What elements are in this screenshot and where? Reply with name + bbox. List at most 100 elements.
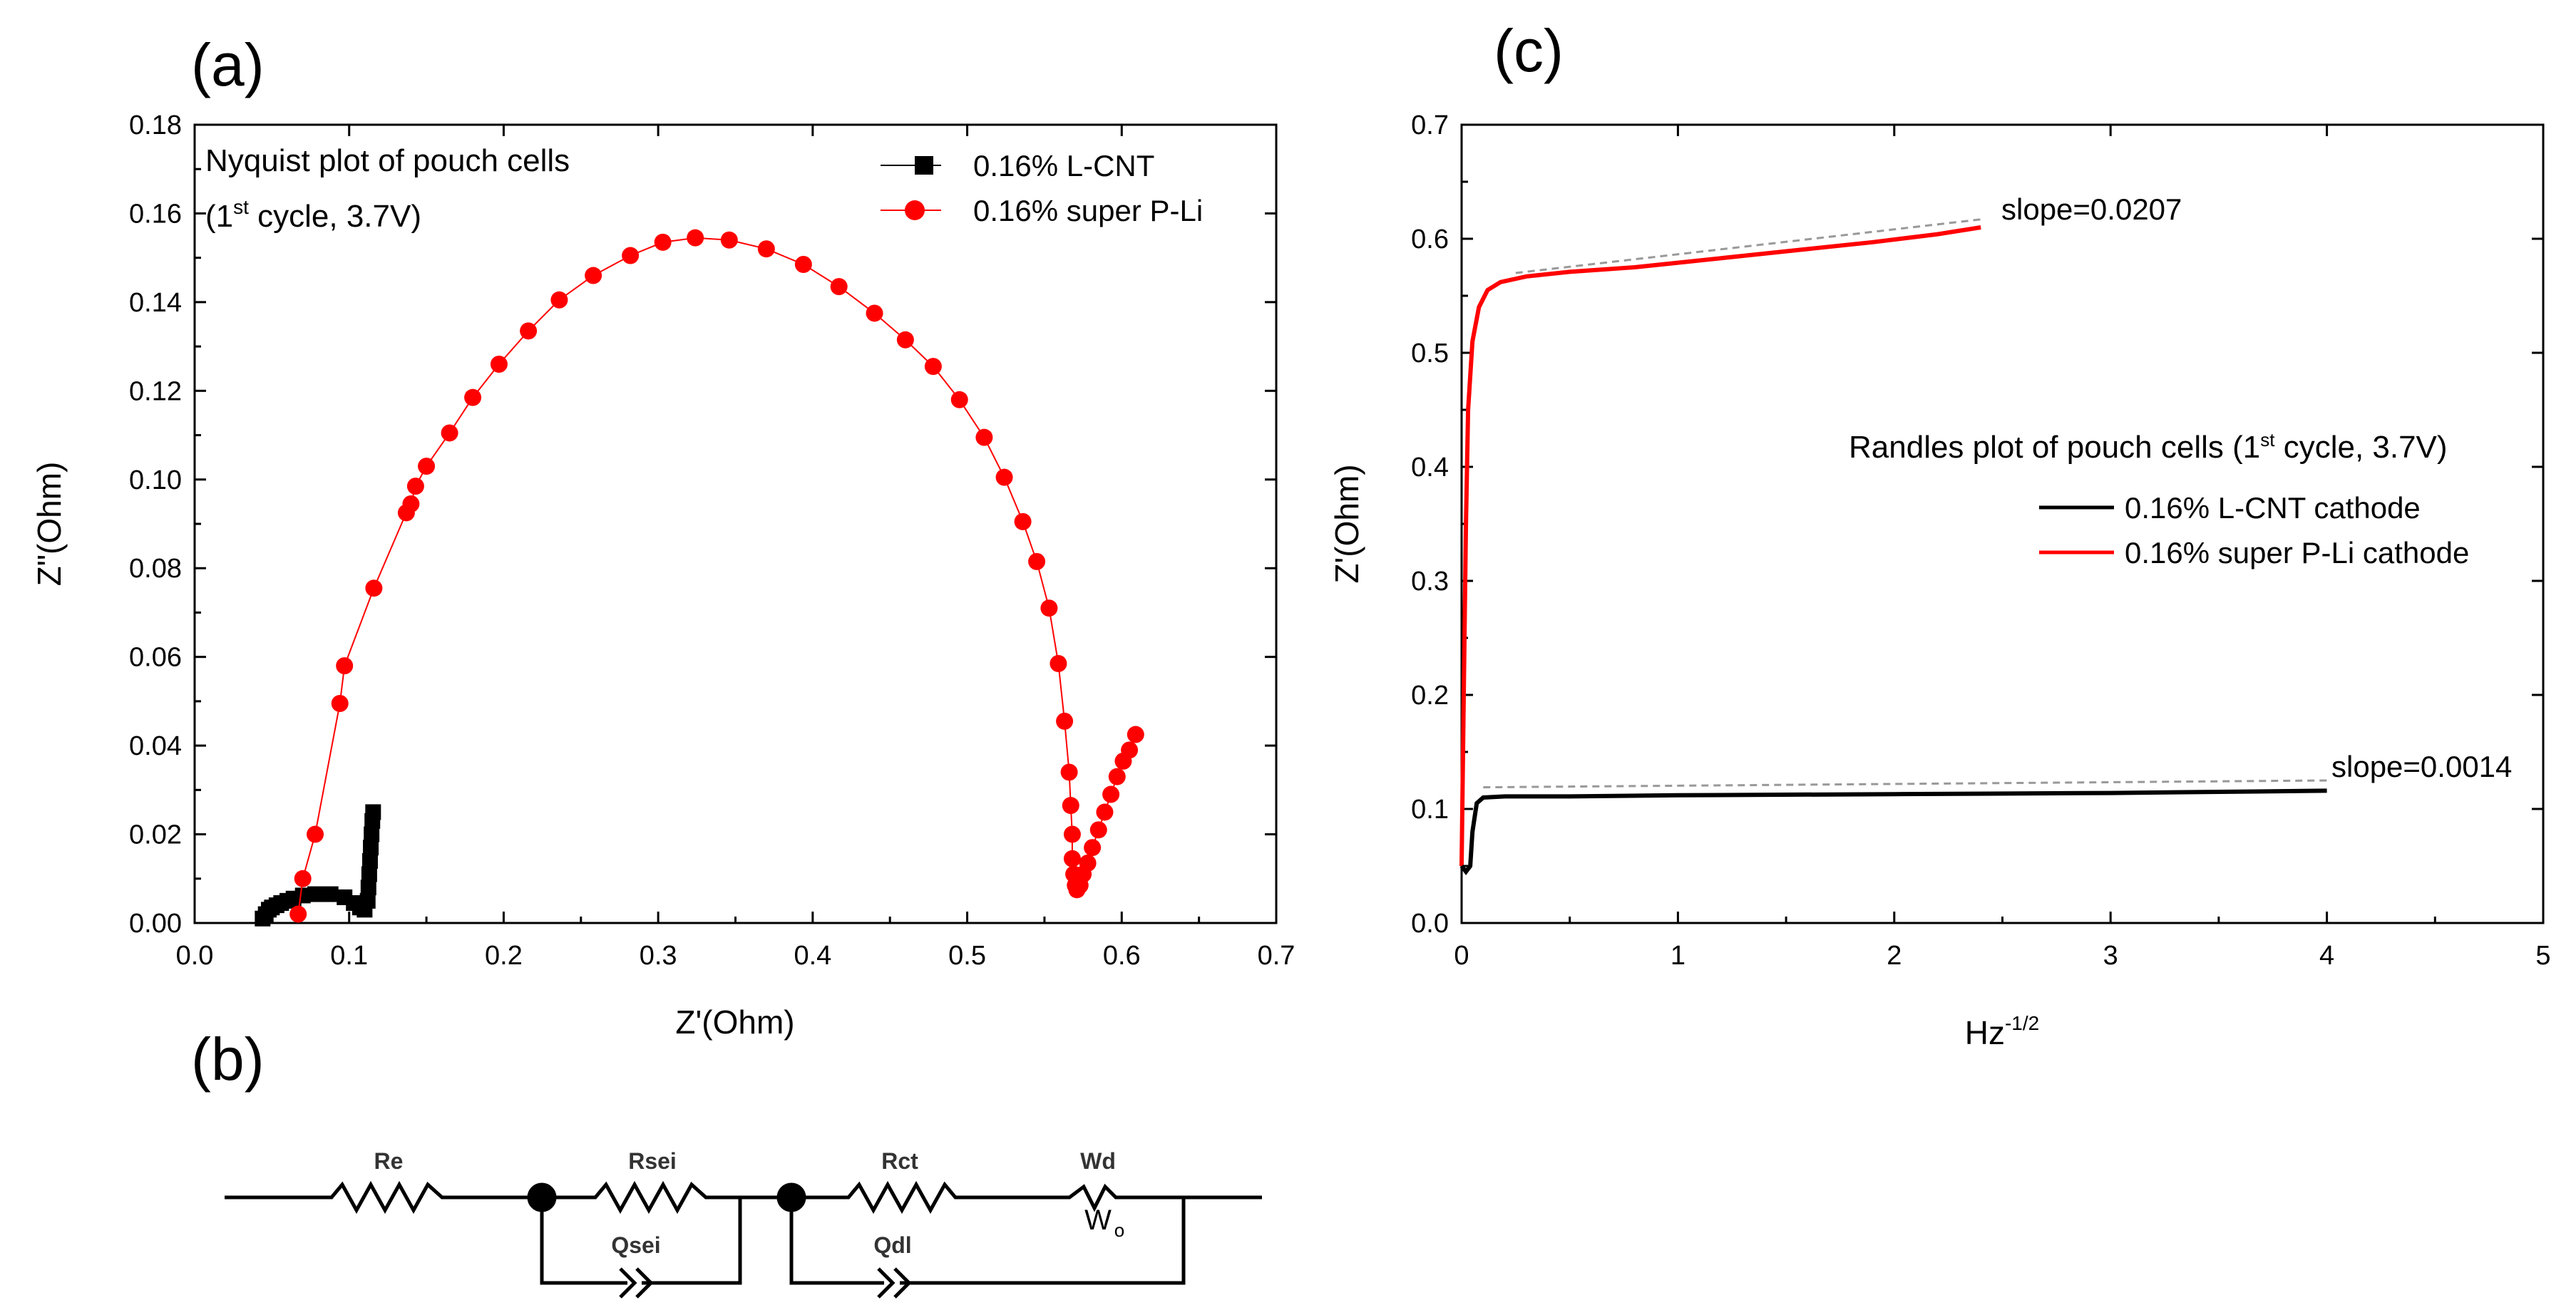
nyquist-point-superp	[464, 388, 482, 406]
nyquist-y-tick-label: 0.14	[129, 288, 182, 318]
panel-label-a: (a)	[191, 31, 265, 98]
nyquist-y-tick-label: 0.18	[129, 110, 182, 140]
circuit-qdl-branch	[789, 1197, 1186, 1285]
nyquist-annotation-post: cycle, 3.7V)	[249, 199, 421, 234]
nyquist-y-tick-label: 0.16	[129, 199, 182, 229]
nyquist-point-superp	[975, 428, 993, 446]
randles-annotation-post: cycle, 3.7V)	[2274, 430, 2447, 465]
nyquist-annotation-line2: (1st cycle, 3.7V)	[205, 196, 421, 234]
legend-lcnt-marker	[915, 156, 933, 175]
nyquist-point-superp	[490, 356, 508, 373]
nyquist-y-tick-label: 0.04	[129, 731, 182, 761]
nyquist-point-superp	[830, 278, 848, 296]
nyquist-point-superp	[441, 424, 458, 442]
randles-y-axis-title: Z'(Ohm)	[1328, 464, 1365, 583]
nyquist-y-tick-label: 0.02	[129, 820, 182, 850]
randles-annotation: Randles plot of pouch cells (1st cycle, …	[1849, 429, 2448, 465]
nyquist-y-axis-title: Z"(Ohm)	[31, 462, 68, 587]
equivalent-circuit	[225, 1180, 1262, 1299]
nyquist-point-superp	[687, 229, 704, 247]
nyquist-point-superp	[294, 870, 312, 887]
nyquist-point-superp	[307, 825, 324, 843]
legend-superp-marker	[905, 200, 925, 220]
nyquist-point-superp	[866, 304, 883, 322]
nyquist-point-lcnt	[361, 852, 378, 869]
nyquist-point-superp	[1056, 712, 1074, 730]
nyquist-point-lcnt	[365, 804, 381, 820]
nyquist-point-superp	[1096, 803, 1114, 821]
slope-label-superp: slope=0.0207	[2001, 192, 2182, 226]
nyquist-chart: 0.0 0.1 0.2 0.3 0.4 0.5 0.6 0.7 0.00 0.02 0.04 0.06…	[31, 110, 1295, 1041]
circuit-labels: Re Rsei Qsei Rct Wd Qdl W o	[374, 1148, 1125, 1258]
nyquist-point-superp	[1062, 797, 1079, 815]
nyquist-y-tick-label: 0.00	[129, 909, 182, 939]
nyquist-point-superp	[1127, 726, 1144, 743]
nyquist-x-tick-label: 0.2	[485, 941, 523, 971]
legend-superp-label: 0.16% super P-Li	[973, 194, 1203, 227]
nyquist-point-superp	[1028, 552, 1046, 570]
nyquist-x-axis-title: Z'(Ohm)	[675, 1004, 794, 1041]
nyquist-point-superp	[1084, 839, 1102, 857]
nyquist-ticks: 0.0 0.1 0.2 0.3 0.4 0.5 0.6 0.7 0.00 0.02 0.04 0.06…	[129, 110, 1295, 971]
randles-y-tick-label: 0.1	[1411, 795, 1449, 825]
nyquist-series	[255, 229, 1144, 927]
nyquist-point-superp	[654, 233, 672, 251]
circuit-warburg-w: W	[1084, 1205, 1112, 1236]
nyquist-point-superp	[406, 478, 424, 495]
randles-x-tick-label: 2	[1887, 941, 1902, 971]
randles-y-tick-label: 0.4	[1411, 453, 1449, 483]
circuit-label-qsei: Qsei	[611, 1232, 660, 1258]
nyquist-x-tick-label: 0.3	[640, 941, 677, 971]
nyquist-x-tick-label: 0.0	[176, 941, 214, 971]
randles-fit-line-1	[1483, 779, 2327, 789]
nyquist-point-superp	[550, 291, 568, 309]
nyquist-y-tick-label: 0.12	[129, 376, 182, 406]
randles-y-tick-label: 0.2	[1411, 681, 1449, 711]
randles-legend: 0.16% L-CNT cathode 0.16% super P-Li cat…	[2039, 491, 2469, 569]
randles-y-tick-label: 0.5	[1411, 339, 1449, 368]
panel-label-b: (b)	[191, 1026, 265, 1093]
randles-x-tick-label: 3	[2103, 941, 2118, 971]
nyquist-legend: 0.16% L-CNT 0.16% super P-Li	[881, 149, 1203, 227]
nyquist-point-lcnt	[322, 886, 339, 902]
randles-line-lcnt	[1459, 788, 2327, 875]
randles-y-tick-label: 0.3	[1411, 567, 1449, 597]
nyquist-point-superp	[1050, 655, 1067, 672]
nyquist-point-superp	[418, 458, 436, 475]
nyquist-point-superp	[757, 240, 775, 258]
nyquist-point-lcnt	[294, 887, 311, 904]
randles-series	[1459, 218, 2327, 875]
randles-x-axis-title: Hz-1/2	[1965, 1012, 2039, 1051]
nyquist-annotation-sup: st	[233, 196, 249, 218]
nyquist-annotation-pre: (1	[205, 199, 233, 234]
nyquist-point-lcnt	[363, 840, 379, 856]
randles-y-tick-label: 0.6	[1411, 225, 1449, 254]
nyquist-point-superp	[896, 331, 914, 349]
nyquist-y-tick-label: 0.08	[129, 554, 182, 584]
nyquist-y-tick-label: 0.06	[129, 643, 182, 673]
circuit-label-re: Re	[374, 1148, 404, 1174]
legend-superp-cathode-label: 0.16% super P-Li cathode	[2125, 536, 2469, 569]
randles-y-tick-label: 0.0	[1411, 909, 1449, 939]
panel-label-c: (c)	[1494, 17, 1564, 84]
nyquist-point-lcnt	[359, 892, 376, 909]
nyquist-point-superp	[1014, 512, 1032, 530]
nyquist-point-superp	[289, 905, 307, 923]
nyquist-point-superp	[1079, 855, 1097, 872]
nyquist-point-superp	[585, 267, 602, 284]
circuit-main-wire	[225, 1180, 1262, 1215]
nyquist-point-superp	[924, 358, 942, 376]
nyquist-point-lcnt	[307, 886, 324, 902]
nyquist-point-superp	[1040, 599, 1058, 617]
randles-annotation-pre: Randles plot of pouch cells (1	[1849, 430, 2260, 465]
nyquist-y-tick-label: 0.10	[129, 465, 182, 495]
randles-x-tick-label: 0	[1454, 941, 1469, 971]
circuit-label-qdl: Qdl	[873, 1232, 911, 1258]
nyquist-point-superp	[402, 495, 420, 512]
nyquist-point-superp	[1121, 741, 1139, 759]
randles-y-tick-label: 0.7	[1411, 110, 1449, 140]
legend-lcnt-cathode-label: 0.16% L-CNT cathode	[2125, 491, 2421, 525]
nyquist-x-tick-label: 0.5	[948, 941, 986, 971]
randles-x-tick-label: 4	[2319, 941, 2334, 971]
nyquist-point-superp	[1102, 785, 1120, 803]
